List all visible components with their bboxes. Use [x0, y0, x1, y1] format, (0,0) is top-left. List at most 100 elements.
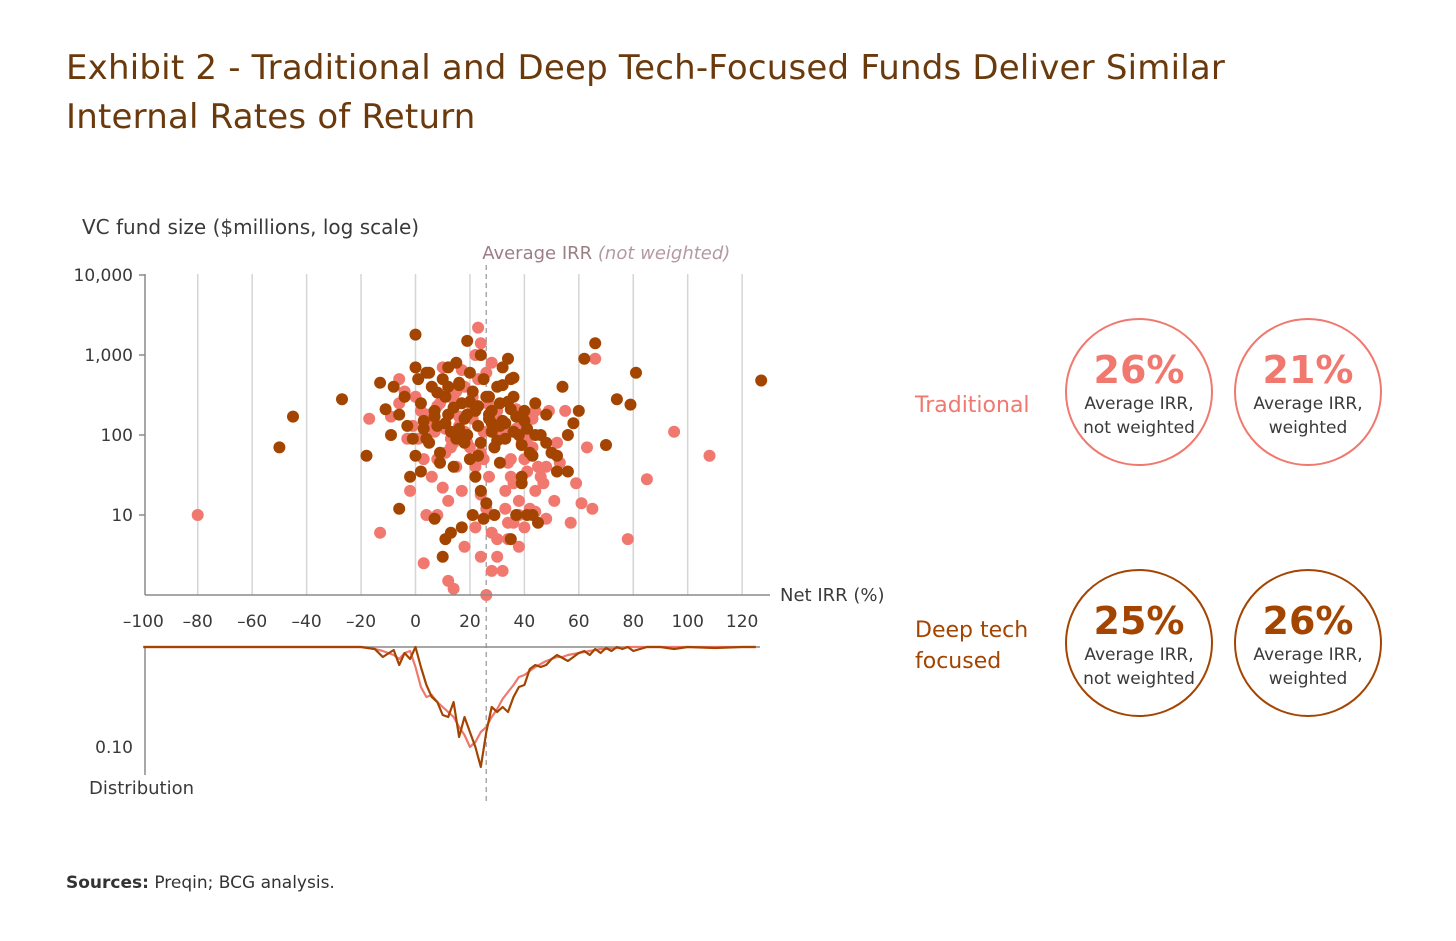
deep-tech-point-122: [561, 465, 574, 478]
traditional-point-127: [703, 449, 716, 462]
deep-tech-point-109: [420, 366, 433, 379]
deep-tech-point-78: [434, 456, 446, 469]
deep-tech-point-13: [412, 373, 425, 386]
deep-tech-point-91: [504, 533, 517, 546]
stat-value: 21%: [1262, 348, 1354, 392]
deep-tech-point-125: [428, 410, 441, 423]
x-tick-label-2: –60: [237, 612, 267, 632]
fund-irr-chart: VC fund size ($millions, log scale) Aver…: [74, 215, 885, 805]
traditional-point-41: [586, 502, 599, 515]
x-tick-label-5: 0: [410, 612, 421, 632]
traditional-point-78: [518, 521, 531, 534]
deep-tech-point-35: [472, 419, 485, 432]
traditional-point-52: [474, 337, 487, 350]
deep-tech-point-95: [436, 550, 449, 563]
x-tick-label-9: 80: [622, 612, 644, 632]
x-tick-label-7: 40: [514, 612, 536, 632]
deep-tech-point-70: [630, 366, 642, 379]
x-tick-label-11: 120: [726, 612, 758, 632]
deep-tech-point-114: [474, 349, 487, 361]
deep-tech-point-33: [466, 385, 479, 398]
deep-tech-point-126: [439, 417, 452, 430]
deep-tech-point-4: [374, 376, 387, 389]
stat-value: 25%: [1093, 599, 1185, 643]
traditional-label: Traditional: [915, 393, 1030, 418]
deep-tech-avg-irr-not-weighted-circle: 25% Average IRR, not weighted: [1065, 569, 1213, 717]
deep-tech-point-62: [561, 429, 574, 441]
deep-tech-point-14: [414, 397, 427, 410]
deep-tech-point-111: [442, 361, 455, 374]
traditional-point-81: [534, 470, 547, 483]
deep-tech-avg-irr-weighted-circle: 26% Average IRR, weighted: [1234, 569, 1382, 717]
deep-tech-point-12: [409, 328, 422, 341]
deep-tech-point-9: [398, 390, 411, 403]
deep-tech-point-121: [551, 449, 563, 462]
deep-tech-point-94: [521, 509, 534, 521]
traditional-point-77: [512, 540, 525, 553]
traditional-point-93: [444, 441, 457, 454]
traditional-point-0: [191, 509, 204, 521]
x-tick-label-4: –20: [346, 612, 376, 632]
stat-description: Average IRR, not weighted: [1083, 394, 1195, 438]
deep-tech-point-119: [529, 429, 542, 441]
deep-tech-point-106: [496, 379, 509, 392]
deep-tech-point-8: [393, 408, 406, 421]
average-irr-label: Average IRR (not weighted): [482, 243, 730, 264]
scatter-x-tick-labels: –100 –80 –60 –40 –20 0 20 40 60 80 100 120: [123, 612, 759, 632]
traditional-point-38: [570, 477, 583, 490]
deep-tech-point-89: [493, 456, 506, 469]
average-irr-label-main: Average IRR: [482, 243, 592, 264]
deep-tech-point-36: [474, 436, 487, 449]
deep-tech-point-129: [472, 400, 485, 413]
deep-tech-point-131: [493, 419, 506, 432]
deep-tech-point-11: [409, 361, 422, 374]
source-note: Sources: Preqin; BCG analysis.: [66, 873, 335, 893]
traditional-point-119: [502, 516, 514, 529]
x-tick-label-1: –80: [183, 612, 213, 632]
deep-tech-point-105: [491, 434, 504, 447]
deep-tech-point-123: [406, 432, 419, 445]
scatter-axes: [139, 274, 770, 596]
traditional-point-114: [469, 521, 482, 534]
traditional-point-74: [496, 564, 509, 577]
traditional-distribution-line: [143, 645, 756, 749]
deep-tech-point-100: [463, 453, 476, 466]
traditional-point-40: [581, 441, 593, 454]
deep-tech-point-75: [414, 465, 427, 478]
traditional-point-104: [504, 470, 517, 483]
deep-tech-point-101: [469, 470, 482, 483]
traditional-point-123: [589, 352, 602, 365]
deep-tech-point-65: [578, 352, 591, 365]
traditional-point-126: [668, 425, 681, 438]
deep-tech-point-130: [483, 412, 495, 425]
deep-tech-point-110: [431, 386, 444, 399]
scatter-y-axis-label: VC fund size ($millions, log scale): [82, 215, 419, 239]
traditional-point-125: [640, 473, 653, 486]
deep-tech-point-93: [515, 477, 528, 490]
deep-tech-point-80: [444, 526, 457, 539]
x-tick-label-6: 20: [459, 612, 481, 632]
deep-tech-point-5: [379, 403, 392, 416]
source-label: Sources:: [66, 873, 149, 893]
y-tick-label-1: 1,000: [84, 346, 133, 366]
deep-tech-point-64: [572, 404, 585, 417]
stat-description: Average IRR, weighted: [1253, 394, 1363, 438]
traditional-point-6: [404, 484, 417, 497]
page-title: Exhibit 2 - Traditional and Deep Tech-Fo…: [66, 48, 1226, 137]
x-tick-label-10: 100: [671, 612, 703, 632]
deep-tech-point-88: [488, 509, 501, 521]
deep-tech-distribution-line: [143, 645, 756, 769]
x-tick-label-3: –40: [292, 612, 322, 632]
deep-tech-point-133: [515, 439, 528, 451]
traditional-point-37: [564, 516, 577, 529]
deep-tech-point-116: [496, 361, 509, 374]
traditional-point-16: [455, 484, 468, 497]
deep-tech-point-37: [477, 373, 490, 386]
traditional-point-112: [447, 582, 460, 595]
deep-tech-point-69: [624, 398, 637, 411]
deep-tech-point-103: [480, 497, 493, 510]
deep-tech-point-74: [409, 449, 422, 462]
deep-tech-point-120: [540, 436, 553, 449]
x-tick-label-8: 60: [568, 612, 590, 632]
deep-tech-point-118: [518, 414, 531, 427]
